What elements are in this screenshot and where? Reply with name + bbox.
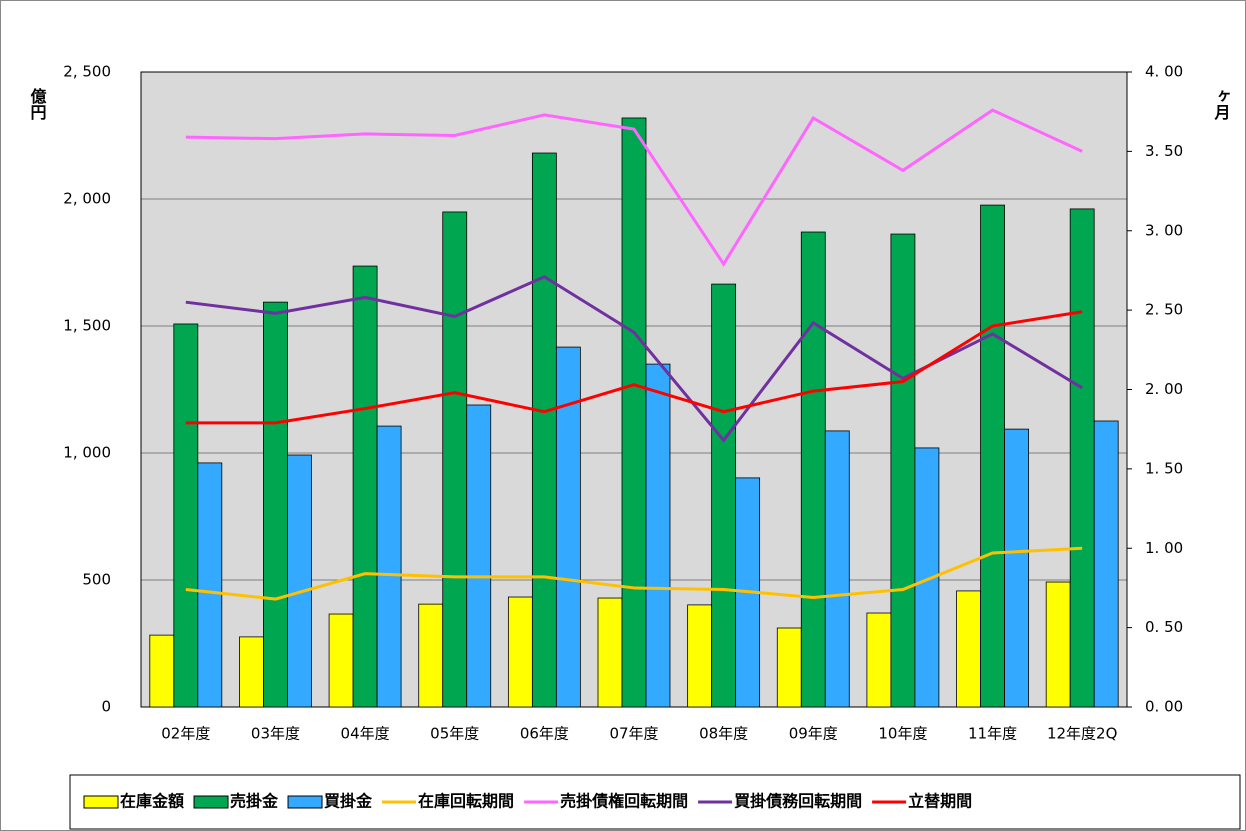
y-tick-label: 1, 000 <box>63 444 111 462</box>
legend-swatch <box>193 795 229 809</box>
y-unit: 億円 <box>28 87 47 121</box>
bar <box>1069 208 1095 708</box>
bar <box>621 117 647 708</box>
bar <box>418 603 444 708</box>
bar <box>824 430 850 708</box>
legend-label: 買掛金 <box>324 792 373 811</box>
x-tick-label: 03年度 <box>251 725 300 743</box>
y2-unit: ヶ月 <box>1212 88 1232 121</box>
x-tick-label: 07年度 <box>609 725 658 743</box>
y-tick-label: 1, 500 <box>63 317 111 335</box>
bar <box>239 636 264 708</box>
bar <box>711 283 737 708</box>
bar <box>173 323 199 708</box>
legend-label: 在庫回転期間 <box>418 792 514 811</box>
bar <box>466 404 492 708</box>
x-tick-label: 11年度 <box>968 725 1017 743</box>
legend-label: 売掛金 <box>230 792 279 811</box>
legend-label: 立替期間 <box>908 792 972 811</box>
bar <box>328 613 354 708</box>
bar <box>1093 420 1119 708</box>
bar <box>197 462 223 708</box>
y-tick-label: 2, 500 <box>63 63 111 81</box>
legend-box <box>69 774 1241 830</box>
x-tick-label: 09年度 <box>789 725 838 743</box>
y2-tick-label: 1. 00 <box>1145 539 1183 557</box>
y-tick-label: 500 <box>82 571 111 589</box>
y2-tick-label: 2. 50 <box>1145 301 1183 319</box>
bar <box>442 211 468 708</box>
x-tick-label: 05年度 <box>430 725 479 743</box>
bar <box>645 363 671 708</box>
y2-tick-label: 0. 50 <box>1145 618 1183 636</box>
legend-label: 売掛債権回転期間 <box>560 792 688 811</box>
y2-tick-label: 3. 50 <box>1145 142 1183 160</box>
bar <box>149 634 175 708</box>
bar <box>531 152 557 708</box>
x-tick-label: 06年度 <box>520 725 569 743</box>
y-tick-label: 0 <box>101 698 111 716</box>
bar <box>866 612 892 708</box>
x-tick-label: 10年度 <box>878 725 927 743</box>
y2-tick-label: 1. 50 <box>1145 459 1183 477</box>
bar <box>507 596 533 708</box>
legend-label: 在庫金額 <box>120 792 184 811</box>
bar <box>376 425 402 708</box>
line <box>185 546 1083 601</box>
bar <box>287 454 312 708</box>
line <box>185 108 1083 267</box>
bar <box>352 265 378 708</box>
y2-tick-label: 3. 00 <box>1145 221 1183 239</box>
bar <box>980 204 1005 708</box>
y2-tick-label: 0. 00 <box>1145 698 1183 716</box>
x-tick-label: 12年度2Q <box>1047 725 1117 743</box>
legend-swatch <box>83 795 119 809</box>
x-tick-label: 08年度 <box>699 725 748 743</box>
bar <box>956 590 981 708</box>
legend-label: 買掛債務回転期間 <box>734 792 862 811</box>
bar <box>597 597 623 708</box>
x-tick-label: 02年度 <box>161 725 210 743</box>
legend-swatch <box>287 795 323 809</box>
bar <box>687 604 713 708</box>
y2-tick-label: 2. 00 <box>1145 380 1183 398</box>
bar <box>1045 581 1071 708</box>
bar <box>263 301 288 708</box>
y2-tick-label: 4. 00 <box>1145 63 1183 81</box>
bar <box>800 231 826 708</box>
x-tick-label: 04年度 <box>341 725 390 743</box>
bar <box>1004 428 1029 708</box>
bar <box>890 233 916 708</box>
line <box>185 310 1083 425</box>
y-tick-label: 2, 000 <box>63 190 111 208</box>
bar <box>776 627 802 708</box>
